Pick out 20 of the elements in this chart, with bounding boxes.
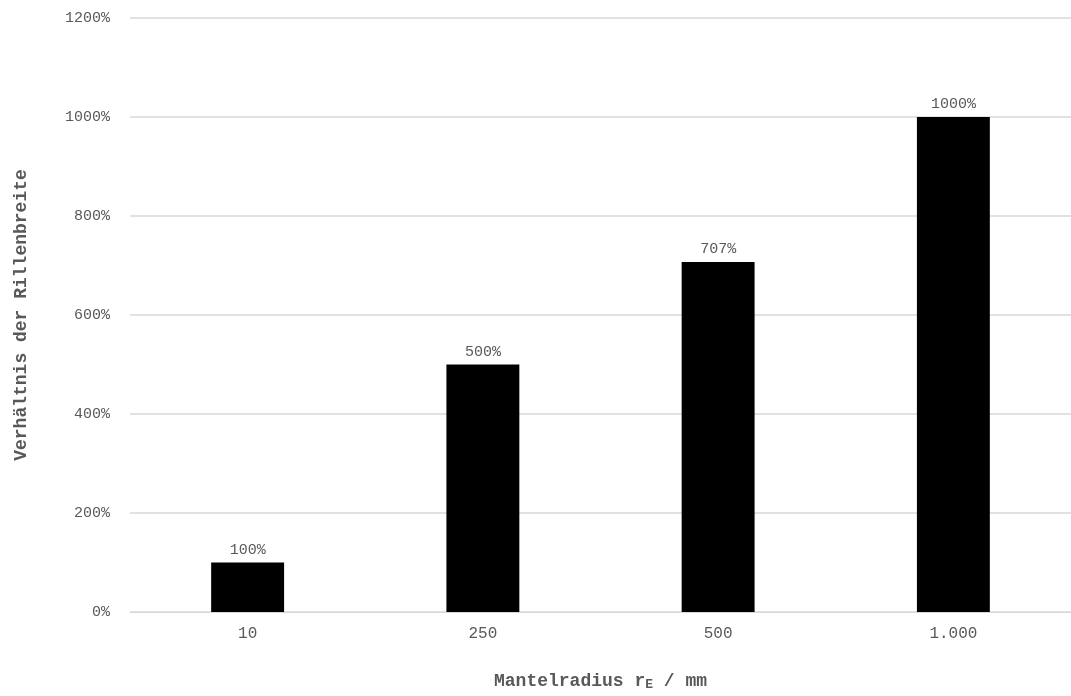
y-tick-label: 400%	[73, 405, 111, 423]
bar	[211, 562, 285, 612]
bar	[681, 262, 755, 612]
y-tick-label: 200%	[73, 504, 111, 522]
x-tick-label: 500	[703, 625, 733, 643]
data-label: 1000%	[930, 96, 977, 113]
y-tick-label: 600%	[73, 306, 111, 324]
y-tick-label: 1000%	[64, 108, 111, 126]
x-tick-label: 10	[238, 625, 258, 643]
data-label: 500%	[464, 343, 502, 361]
y-axis-title: Verhältnis der Rillenbreite	[11, 169, 31, 461]
y-tick-label: 1200%	[64, 9, 111, 27]
data-label: 707%	[700, 241, 738, 259]
x-tick-label: 250	[468, 625, 498, 643]
bar	[916, 117, 990, 612]
x-tick-label: 1.000	[929, 625, 978, 643]
y-tick-label: 0%	[91, 603, 111, 621]
bar	[446, 364, 520, 612]
y-tick-label: 800%	[73, 207, 111, 225]
data-label: 100%	[229, 541, 267, 559]
